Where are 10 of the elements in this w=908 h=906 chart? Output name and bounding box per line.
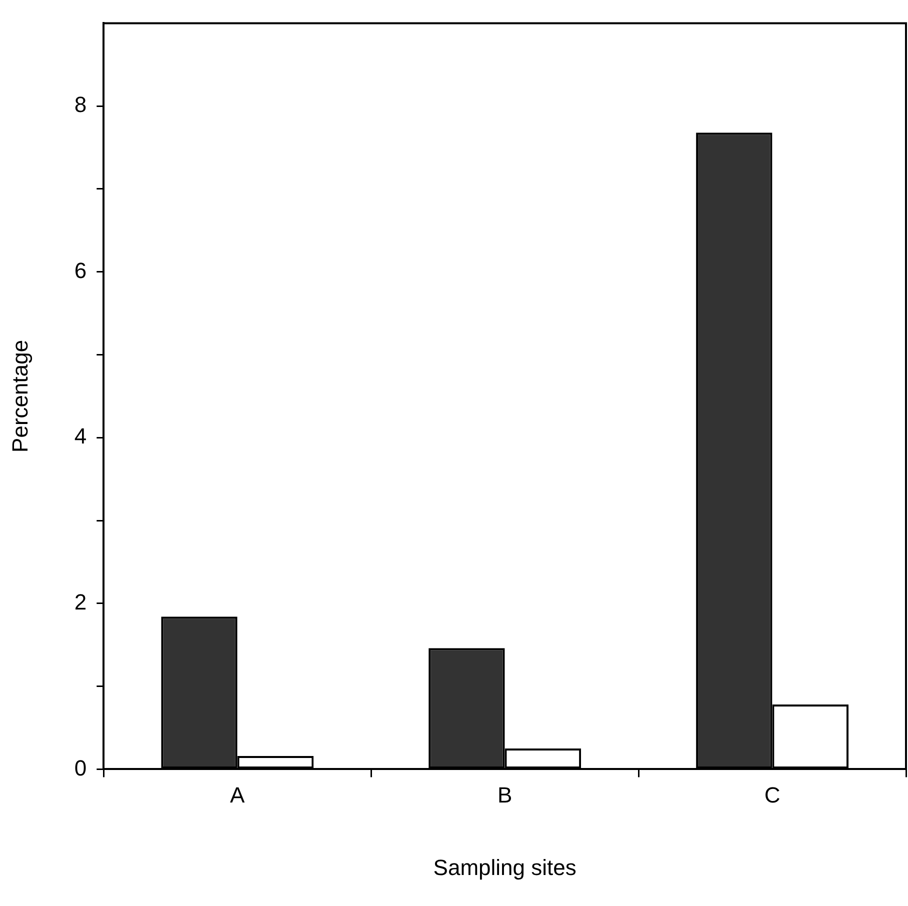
y-tick-label: 8: [74, 92, 87, 118]
x-tick-label: C: [764, 782, 780, 808]
y-tick-label: 0: [74, 755, 87, 780]
y-tick-label: 6: [74, 258, 87, 283]
x-tick-label: B: [497, 782, 512, 808]
y-axis-title: Percentage: [7, 340, 32, 452]
y-tick-label: 4: [74, 424, 87, 449]
y-tick-label: 2: [74, 589, 87, 614]
x-axis-title: Sampling sites: [433, 854, 576, 880]
x-tick-label: A: [230, 782, 246, 808]
